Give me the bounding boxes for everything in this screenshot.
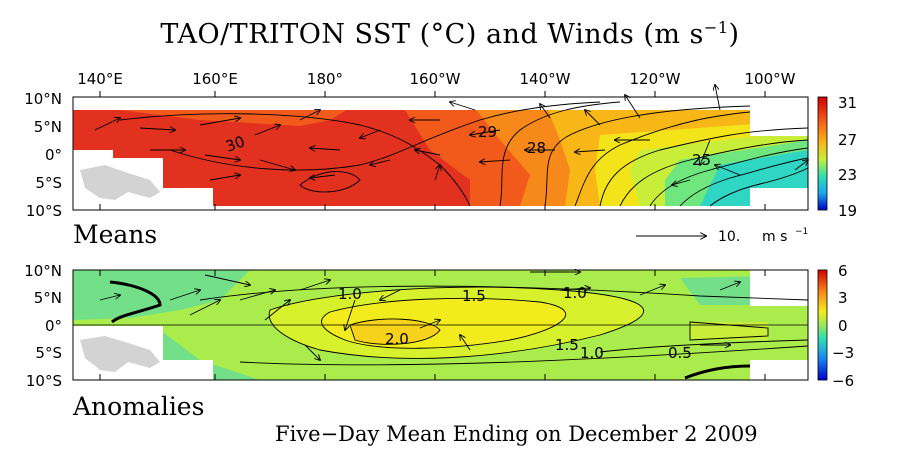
anom-zero-contour-w <box>109 280 162 324</box>
title-text: TAO/TRITON SST (°C) and Winds (m s <box>160 19 704 50</box>
lat-label: 10°N <box>24 90 62 108</box>
anom-ticks <box>99 270 766 380</box>
means-mask-w3 <box>163 188 213 210</box>
lon-label: 180° <box>307 70 343 88</box>
anom-mask-w2 <box>163 360 213 380</box>
lat-label: 5°N <box>34 118 62 136</box>
lat-label: 10°N <box>24 262 62 280</box>
anom-wind-vectors <box>99 272 740 360</box>
lon-label: 100°W <box>745 70 796 88</box>
anom-colorbar <box>817 269 828 381</box>
land-new-guinea-means <box>80 165 160 200</box>
lon-label: 160°W <box>410 70 461 88</box>
anom-cb-tick: −3 <box>832 344 854 362</box>
anom-contour-label: 1.5 <box>555 336 579 354</box>
means-mask-top <box>73 102 808 110</box>
lon-label: 120°W <box>630 70 681 88</box>
anomalies-label: Anomalies <box>73 392 205 421</box>
means-contours <box>119 101 809 207</box>
contour-label-30: 30 <box>223 132 247 155</box>
anom-cb-tick: −6 <box>832 372 854 390</box>
wind-scale-value: 10. <box>718 229 740 245</box>
lon-label: 140°E <box>77 70 123 88</box>
means-label: Means <box>73 220 158 249</box>
lon-labels: 140°E 160°E 180° 160°W 140°W 120°W 100°W <box>77 70 795 88</box>
lat-label: 5°S <box>35 344 62 362</box>
anom-contours <box>199 285 809 366</box>
anom-contour-label: 1.0 <box>338 285 362 303</box>
means-frame <box>72 96 809 211</box>
anom-cb-tick: 0 <box>838 317 848 335</box>
anom-contour-label: 2.0 <box>385 330 409 348</box>
means-colorbar <box>817 96 828 211</box>
lat-label: 5°N <box>34 289 62 307</box>
means-mask-se <box>750 188 808 210</box>
means-panel: 30 29 28 25 <box>72 85 857 220</box>
lat-label: 5°S <box>35 174 62 192</box>
title-close: ) <box>728 19 740 50</box>
anomalies-panel: 1.0 1.5 1.0 2.0 1.5 1.0 0.5 <box>72 262 854 390</box>
means-cb-tick: 19 <box>838 202 857 220</box>
anom-mask-se <box>750 360 808 380</box>
anom-mask-ne <box>750 270 808 306</box>
lat-label: 0° <box>45 317 62 335</box>
footer-caption: Five−Day Mean Ending on December 2 2009 <box>275 422 758 446</box>
means-cb-tick: 31 <box>838 94 857 112</box>
title-superscript: −1 <box>703 18 729 37</box>
means-mask-ne <box>750 102 808 136</box>
wind-scale-unit-sup: −1 <box>795 227 808 237</box>
anom-frame <box>72 269 809 381</box>
lat-label: 10°S <box>26 372 62 390</box>
wind-scale-unit: m s <box>762 229 787 245</box>
means-lat-labels: 10°N 5°N 0° 5°S 10°S <box>24 90 62 220</box>
anom-cb-tick: 6 <box>838 262 848 280</box>
anom-cb-tick: 3 <box>838 289 848 307</box>
means-wind-vectors <box>94 85 808 185</box>
lon-label: 140°W <box>520 70 571 88</box>
lat-label: 10°S <box>26 202 62 220</box>
anom-contour-label: 0.5 <box>668 344 692 362</box>
anom-lat-labels: 10°N 5°N 0° 5°S 10°S <box>24 262 62 390</box>
means-ticks <box>99 91 766 210</box>
anom-contour-label: 1.0 <box>563 284 587 302</box>
anom-contour-label: 1.5 <box>462 287 486 305</box>
means-cb-tick: 23 <box>838 166 857 184</box>
contour-label-28: 28 <box>527 139 546 157</box>
means-cb-tick: 27 <box>838 131 857 149</box>
chart-title: TAO/TRITON SST (°C) and Winds (m s−1) <box>0 18 900 50</box>
lon-label: 160°E <box>192 70 238 88</box>
anom-contour-label: 1.0 <box>580 344 604 362</box>
land-new-guinea-anom <box>80 336 160 372</box>
anom-zero-contour-se <box>684 364 751 380</box>
lat-label: 0° <box>45 146 62 164</box>
